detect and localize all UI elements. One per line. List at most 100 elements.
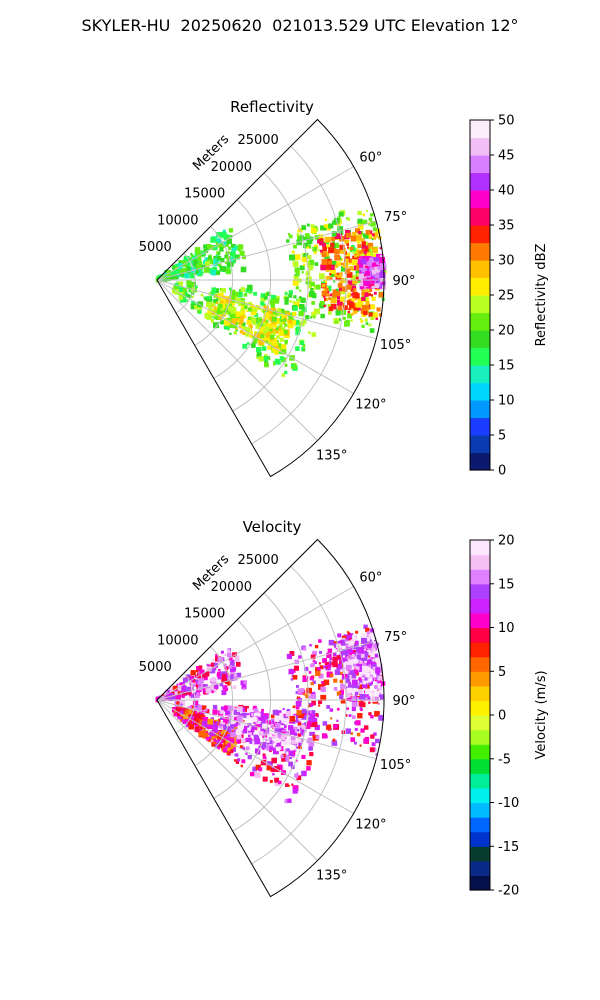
echo-cell xyxy=(244,305,248,310)
echo-cell xyxy=(363,273,367,277)
echo-cell xyxy=(304,233,310,238)
echo-cell xyxy=(345,643,351,648)
echo-cell xyxy=(288,319,293,324)
echo-cell xyxy=(226,649,231,653)
echo-cell xyxy=(289,651,295,656)
echo-cell xyxy=(330,717,333,720)
radial-tick-label: 5000 xyxy=(139,660,172,675)
echo-cell xyxy=(373,643,378,648)
colorbar-segment xyxy=(470,685,490,702)
echo-cell xyxy=(196,673,200,676)
echo-cell xyxy=(218,263,222,267)
echo-cell xyxy=(281,756,287,762)
echo-cell xyxy=(231,318,237,325)
echo-cell xyxy=(356,652,361,657)
echo-cell xyxy=(319,301,325,306)
echo-cell xyxy=(264,320,269,324)
echo-cell xyxy=(295,700,302,707)
echo-cell xyxy=(242,314,247,319)
colorbar-segment xyxy=(470,583,490,599)
echo-cell xyxy=(213,741,216,744)
echo-cell xyxy=(210,668,216,674)
echo-cell xyxy=(329,662,333,666)
echo-cell xyxy=(277,307,282,312)
echo-cell xyxy=(204,684,208,688)
echo-cell xyxy=(298,310,304,317)
radial-tick-label: 25000 xyxy=(237,553,278,568)
echo-cell xyxy=(199,669,205,675)
echo-cell xyxy=(240,266,247,273)
echo-cell xyxy=(207,295,211,300)
echo-cell xyxy=(187,709,192,715)
echo-cell xyxy=(375,690,380,695)
echo-cell xyxy=(318,249,321,252)
echo-cell xyxy=(372,661,376,666)
echo-cell xyxy=(365,322,369,325)
echo-cell xyxy=(259,716,264,721)
echo-cell xyxy=(303,263,306,266)
echo-cell xyxy=(284,757,287,760)
echo-cell xyxy=(262,753,266,757)
echo-cell xyxy=(361,673,367,678)
echo-cell xyxy=(322,665,326,669)
echo-cell xyxy=(362,248,365,251)
echo-cell xyxy=(370,734,375,739)
echo-cell xyxy=(273,732,277,735)
echo-cell xyxy=(334,236,338,239)
echo-cell xyxy=(301,729,305,733)
echo-cell xyxy=(328,311,332,315)
echo-cell xyxy=(181,694,185,699)
echo-cell xyxy=(321,258,328,265)
echo-cell xyxy=(232,727,237,732)
echo-cell xyxy=(222,241,227,246)
echo-cell xyxy=(292,675,298,680)
echo-cell xyxy=(346,272,353,278)
echo-cell xyxy=(312,246,318,252)
echo-cell xyxy=(375,738,380,744)
echo-cell xyxy=(294,659,299,664)
radial-tick-label: 20000 xyxy=(211,580,252,595)
echo-cell xyxy=(369,670,375,675)
angular-tick-label: 105° xyxy=(380,338,411,353)
echo-cell xyxy=(356,239,361,244)
echo-cell xyxy=(275,330,279,334)
echo-cell xyxy=(197,674,201,679)
echo-cell xyxy=(240,287,246,292)
colorbar-segment xyxy=(470,417,490,436)
echo-cell xyxy=(299,738,304,742)
echo-cell xyxy=(336,296,340,300)
echo-cell xyxy=(288,761,293,767)
echo-cell xyxy=(285,754,290,759)
echo-cell xyxy=(326,285,332,292)
echo-cell xyxy=(231,659,235,663)
echo-cell xyxy=(249,333,254,338)
echo-cell xyxy=(211,690,214,694)
echo-cell xyxy=(181,685,187,691)
echo-cell xyxy=(234,297,241,304)
echo-cell xyxy=(287,233,291,236)
echo-cell xyxy=(235,311,241,317)
echo-cell xyxy=(170,270,175,276)
echo-cell xyxy=(284,370,288,374)
echo-cell xyxy=(325,268,330,272)
echo-cell xyxy=(231,729,235,732)
echo-cell xyxy=(365,297,370,301)
echo-cell xyxy=(310,227,317,233)
echo-cell xyxy=(300,297,306,303)
echo-cell xyxy=(361,220,367,225)
echo-cell xyxy=(228,246,232,250)
echo-cell xyxy=(222,685,228,690)
angular-tick-label: 135° xyxy=(316,869,347,884)
echo-cell xyxy=(270,768,275,772)
echo-cell xyxy=(298,296,302,300)
echo-cell xyxy=(210,730,216,736)
echo-cell xyxy=(358,230,362,235)
echo-cell xyxy=(272,735,276,739)
echo-cell xyxy=(210,662,216,668)
echo-cell xyxy=(351,673,357,679)
echo-cell xyxy=(258,356,264,362)
echo-cell xyxy=(372,312,378,318)
echo-cell xyxy=(217,734,222,740)
echo-cell xyxy=(263,714,268,720)
echo-cell xyxy=(229,294,236,301)
